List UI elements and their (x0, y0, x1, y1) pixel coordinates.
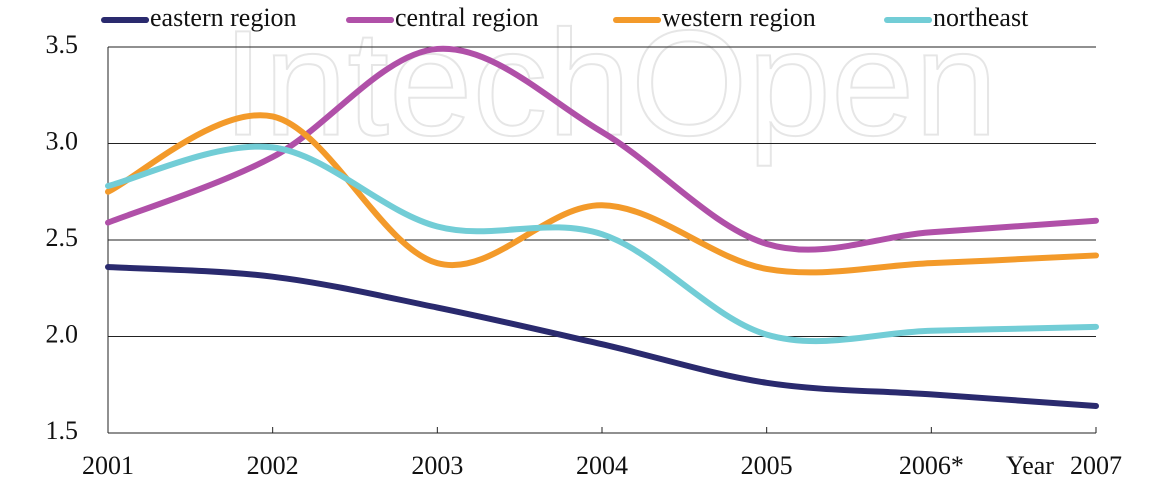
x-tick-label: 2001 (82, 451, 134, 480)
legend-label: central region (395, 3, 539, 32)
legend-dot (143, 17, 149, 23)
legend-dot (655, 17, 661, 23)
series-line (105, 143, 1099, 345)
legend-label: western region (662, 3, 816, 32)
legend-label: northeast (933, 3, 1029, 32)
legend-dot (926, 17, 932, 23)
y-tick-label: 2.5 (46, 223, 79, 252)
y-tick-label: 3.5 (46, 30, 79, 59)
watermark: IntechOpen (222, 0, 998, 167)
legend-label: eastern region (150, 3, 297, 32)
x-tick-label: 2004 (576, 451, 628, 480)
x-axis-label: Year (1006, 451, 1054, 480)
x-tick-label: 2007 (1070, 451, 1122, 480)
legend-dot (388, 17, 394, 23)
series-line (105, 264, 1099, 409)
series-line (105, 112, 1099, 276)
y-tick-label: 2.0 (46, 319, 79, 348)
x-tick-label: 2003 (411, 451, 463, 480)
x-tick-label: 2002 (247, 451, 299, 480)
y-tick-label: 3.0 (46, 126, 79, 155)
x-tick-label: 2005 (741, 451, 793, 480)
y-tick-label: 1.5 (46, 416, 79, 445)
series-line (105, 45, 1099, 253)
x-tick-label: 2006* (899, 451, 964, 480)
